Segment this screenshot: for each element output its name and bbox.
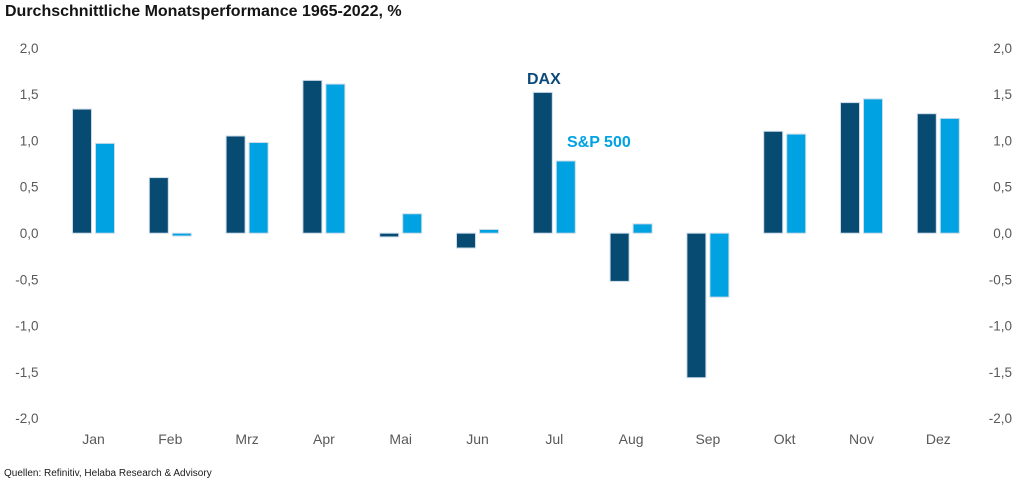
x-tick-sep: Sep	[695, 431, 720, 447]
y-tick-left: 0,0	[20, 226, 39, 241]
y-tick-right: -0,5	[989, 272, 1012, 287]
x-tick-nov: Nov	[849, 431, 874, 447]
chart-title: Durchschnittliche Monatsperformance 1965…	[5, 3, 402, 20]
bar-dax-nov	[840, 102, 860, 234]
bar-sp500-okt	[786, 133, 807, 234]
y-tick-right: 1,0	[993, 133, 1012, 148]
bar-dax-sep	[686, 232, 707, 379]
x-tick-jun: Jun	[466, 431, 489, 447]
bar-sp500-sep	[709, 232, 730, 298]
y-tick-right: -2,0	[989, 411, 1012, 426]
y-axis-right-tick-labels: 2,0 1,5 1,0 0,5 0,0 -0,5 -1,0 -1,5 -2,0	[989, 41, 1012, 426]
x-tick-okt: Okt	[774, 431, 796, 447]
bar-sp500-mai	[402, 213, 423, 234]
y-tick-left: -1,0	[15, 319, 38, 334]
legend-label-sp500: S&P 500	[567, 134, 631, 151]
y-tick-right: 0,0	[993, 226, 1012, 241]
y-tick-left: 1,5	[20, 87, 39, 102]
x-tick-jan: Jan	[82, 431, 105, 447]
bar-dax-mai	[379, 232, 400, 238]
bar-dax-feb	[148, 177, 169, 234]
bar-dax-aug	[609, 232, 630, 282]
y-tick-left: 1,0	[20, 133, 39, 148]
bar-sp500-mrz	[248, 142, 269, 234]
y-tick-right: -1,0	[989, 319, 1012, 334]
bars-layer	[72, 79, 960, 379]
y-tick-left: 0,5	[20, 180, 39, 195]
y-tick-right: 2,0	[993, 41, 1012, 56]
bar-sp500-feb	[171, 232, 192, 237]
bar-dax-jul	[532, 91, 553, 234]
bar-sp500-dez	[939, 117, 960, 234]
x-tick-mrz: Mrz	[235, 431, 258, 447]
bar-dax-mrz	[225, 135, 246, 234]
bar-sp500-aug	[632, 223, 653, 234]
series-annotations: DAX S&P 500	[527, 71, 631, 151]
y-tick-right: 0,5	[993, 180, 1012, 195]
x-tick-apr: Apr	[313, 431, 335, 447]
y-tick-left: 2,0	[20, 41, 39, 56]
bar-dax-okt	[763, 130, 784, 234]
y-tick-right: -1,5	[989, 365, 1012, 380]
bar-dax-dez	[916, 113, 937, 234]
x-tick-dez: Dez	[926, 431, 951, 447]
bar-dax-jan	[72, 108, 92, 234]
bar-sp500-apr	[325, 83, 346, 234]
x-tick-mai: Mai	[389, 431, 412, 447]
bar-sp500-nov	[863, 98, 883, 234]
bar-sp500-jul	[555, 160, 576, 234]
bar-sp500-jan	[95, 142, 115, 234]
y-tick-left: -1,5	[15, 365, 38, 380]
x-tick-feb: Feb	[158, 431, 182, 447]
y-tick-left: -0,5	[15, 272, 38, 287]
bar-sp500-jun	[479, 229, 499, 234]
x-tick-jul: Jul	[545, 431, 563, 447]
y-axis-left-tick-labels: 2,0 1,5 1,0 0,5 0,0 -0,5 -1,0 -1,5 -2,0	[15, 41, 38, 426]
y-tick-left: -2,0	[15, 411, 38, 426]
bar-dax-apr	[302, 79, 323, 234]
x-axis-month-labels: Jan Feb Mrz Apr Mai Jun Jul Aug Sep Okt Nov Dez	[82, 431, 951, 447]
source-note: Quellen: Refinitiv, Helaba Research & Ad…	[4, 468, 212, 479]
x-tick-aug: Aug	[619, 431, 644, 447]
bar-dax-jun	[456, 232, 476, 249]
legend-label-dax: DAX	[527, 71, 561, 88]
y-tick-right: 1,5	[993, 87, 1012, 102]
